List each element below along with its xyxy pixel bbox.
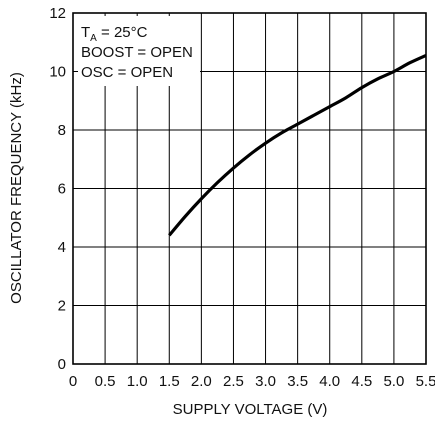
y-tick-label: 0 [58,356,66,373]
x-tick-label: 4.0 [319,373,340,390]
x-tick-label: 3.0 [255,373,276,390]
y-tick-label: 2 [58,298,66,315]
x-tick-label: 2.5 [223,373,244,390]
y-tick-label: 12 [49,5,66,22]
y-axis-label: OSCILLATOR FREQUENCY (kHz) [8,72,25,304]
x-tick-label: 5.0 [383,373,404,390]
y-tick-label: 4 [58,239,66,256]
y-tick-label: 6 [58,181,66,198]
x-tick-label: 1.5 [159,373,180,390]
plot-frame [72,12,427,365]
y-tick-labels: 0 2 4 6 8 10 12 [49,5,66,373]
y-tick-label: 10 [49,64,66,81]
x-tick-label: 3.5 [287,373,308,390]
x-tick-label: 4.5 [351,373,372,390]
x-tick-label: 2.0 [191,373,212,390]
y-tick-label: 8 [58,122,66,139]
annotation-osc: OSC = OPEN [81,64,173,81]
x-tick-label: 5.5 [416,373,435,390]
annotation-box-bg [78,16,200,86]
x-tick-labels: 0 0.5 1.0 1.5 2.0 2.5 3.0 3.5 4.0 4.5 5.0 5.5 [69,373,435,390]
annotation-temperature: TA = 25°C [81,24,148,44]
annotation-boost: BOOST = OPEN [81,44,193,61]
x-tick-label: 0.5 [95,373,116,390]
x-axis-label: SUPPLY VOLTAGE (V) [173,401,328,418]
series-group [168,53,427,237]
series-line [168,53,427,237]
x-tick-label: 0 [69,373,77,390]
x-tick-label: 1.0 [127,373,148,390]
